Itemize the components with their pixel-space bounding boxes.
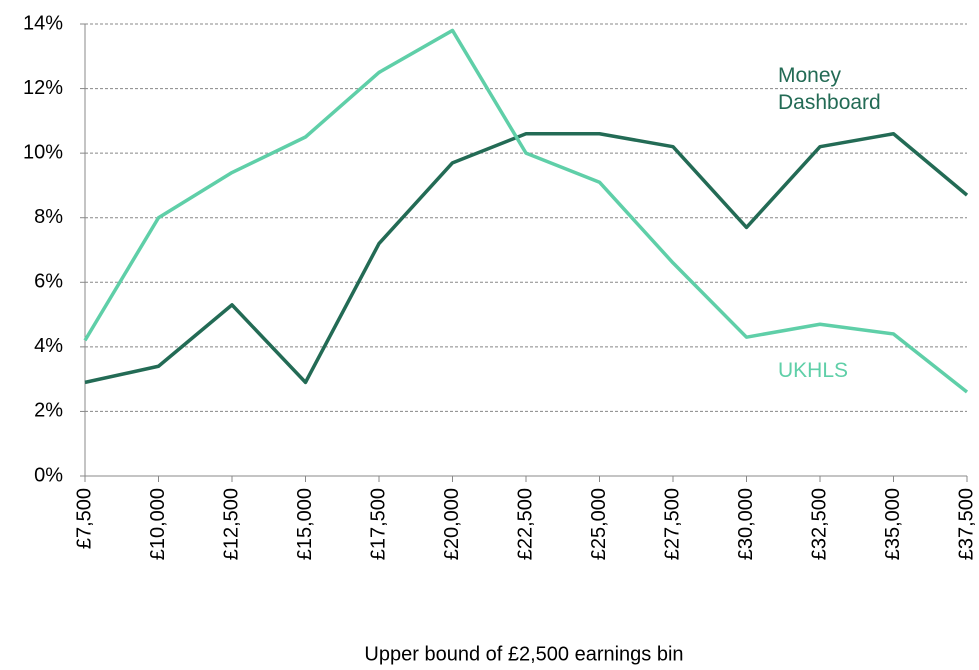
y-tick-label: 0% <box>34 464 63 486</box>
y-tick-label: 2% <box>34 400 63 422</box>
x-tick-label: £35,000 <box>882 488 904 560</box>
x-axis-title: Upper bound of £2,500 earnings bin <box>364 643 683 665</box>
series-label: Money Dashboard <box>778 64 881 114</box>
x-tick-label: £7,500 <box>73 488 95 549</box>
x-tick-label: £15,000 <box>294 488 316 560</box>
x-tick-label: £22,500 <box>514 488 536 560</box>
x-tick-label: £25,000 <box>588 488 610 560</box>
y-tick-label: 10% <box>23 141 63 163</box>
x-tick-label: £17,500 <box>367 488 389 560</box>
series-label: UKHLS <box>778 359 849 382</box>
x-tick-label: £12,500 <box>220 488 242 560</box>
line-series <box>84 132 969 385</box>
x-tick-label: £27,500 <box>661 488 683 560</box>
x-tick-label: £20,000 <box>441 488 463 560</box>
x-tick-label: £37,500 <box>955 488 977 560</box>
y-tick-label: 4% <box>34 335 63 357</box>
y-tick-label: 12% <box>23 77 63 99</box>
line-series <box>83 28 969 394</box>
y-tick-label: 6% <box>34 271 63 293</box>
x-tick-label: £10,000 <box>147 488 169 560</box>
y-tick-label: 14% <box>23 12 63 34</box>
y-tick-label: 8% <box>34 206 63 228</box>
x-tick-label: £30,000 <box>735 488 757 560</box>
x-tick-label: £32,500 <box>808 488 830 560</box>
